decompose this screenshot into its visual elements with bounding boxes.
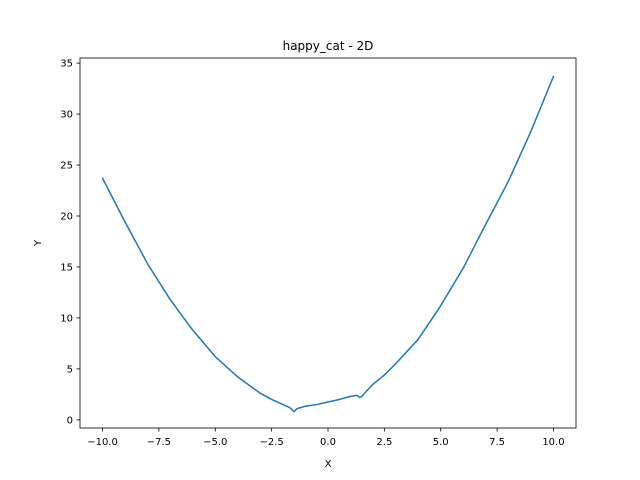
y-tick-label: 10 [60, 313, 73, 324]
y-tick-label: 15 [60, 262, 73, 273]
y-tick-label: 0 [67, 415, 73, 426]
x-tick-label: −7.5 [147, 437, 171, 448]
y-axis-label: Y [33, 239, 44, 247]
x-tick-label: 7.5 [489, 437, 505, 448]
y-axis: 0 5 10 15 20 25 30 35 [60, 59, 80, 426]
x-tick-label: −5.0 [203, 437, 227, 448]
x-axis-label: X [325, 459, 332, 470]
series-layer [101, 75, 555, 413]
y-tick-label: 30 [60, 110, 73, 121]
y-tick-label: 35 [60, 59, 73, 70]
y-tick-label: 25 [60, 161, 73, 172]
series-line [101, 75, 555, 413]
x-tick-label: 2.5 [376, 437, 392, 448]
x-tick-label: 0.0 [320, 437, 336, 448]
chart-title: happy_cat - 2D [283, 39, 374, 53]
plot-area [80, 58, 576, 428]
x-tick-label: 10.0 [542, 437, 564, 448]
x-tick-label: −10.0 [87, 437, 118, 448]
y-tick-label: 5 [67, 364, 73, 375]
y-tick-label: 20 [60, 211, 73, 222]
x-tick-label: −2.5 [259, 437, 283, 448]
x-tick-label: 5.0 [433, 437, 449, 448]
x-axis: −10.0 −7.5 −5.0 −2.5 0.0 2.5 5.0 7.5 10.0 [87, 428, 565, 448]
